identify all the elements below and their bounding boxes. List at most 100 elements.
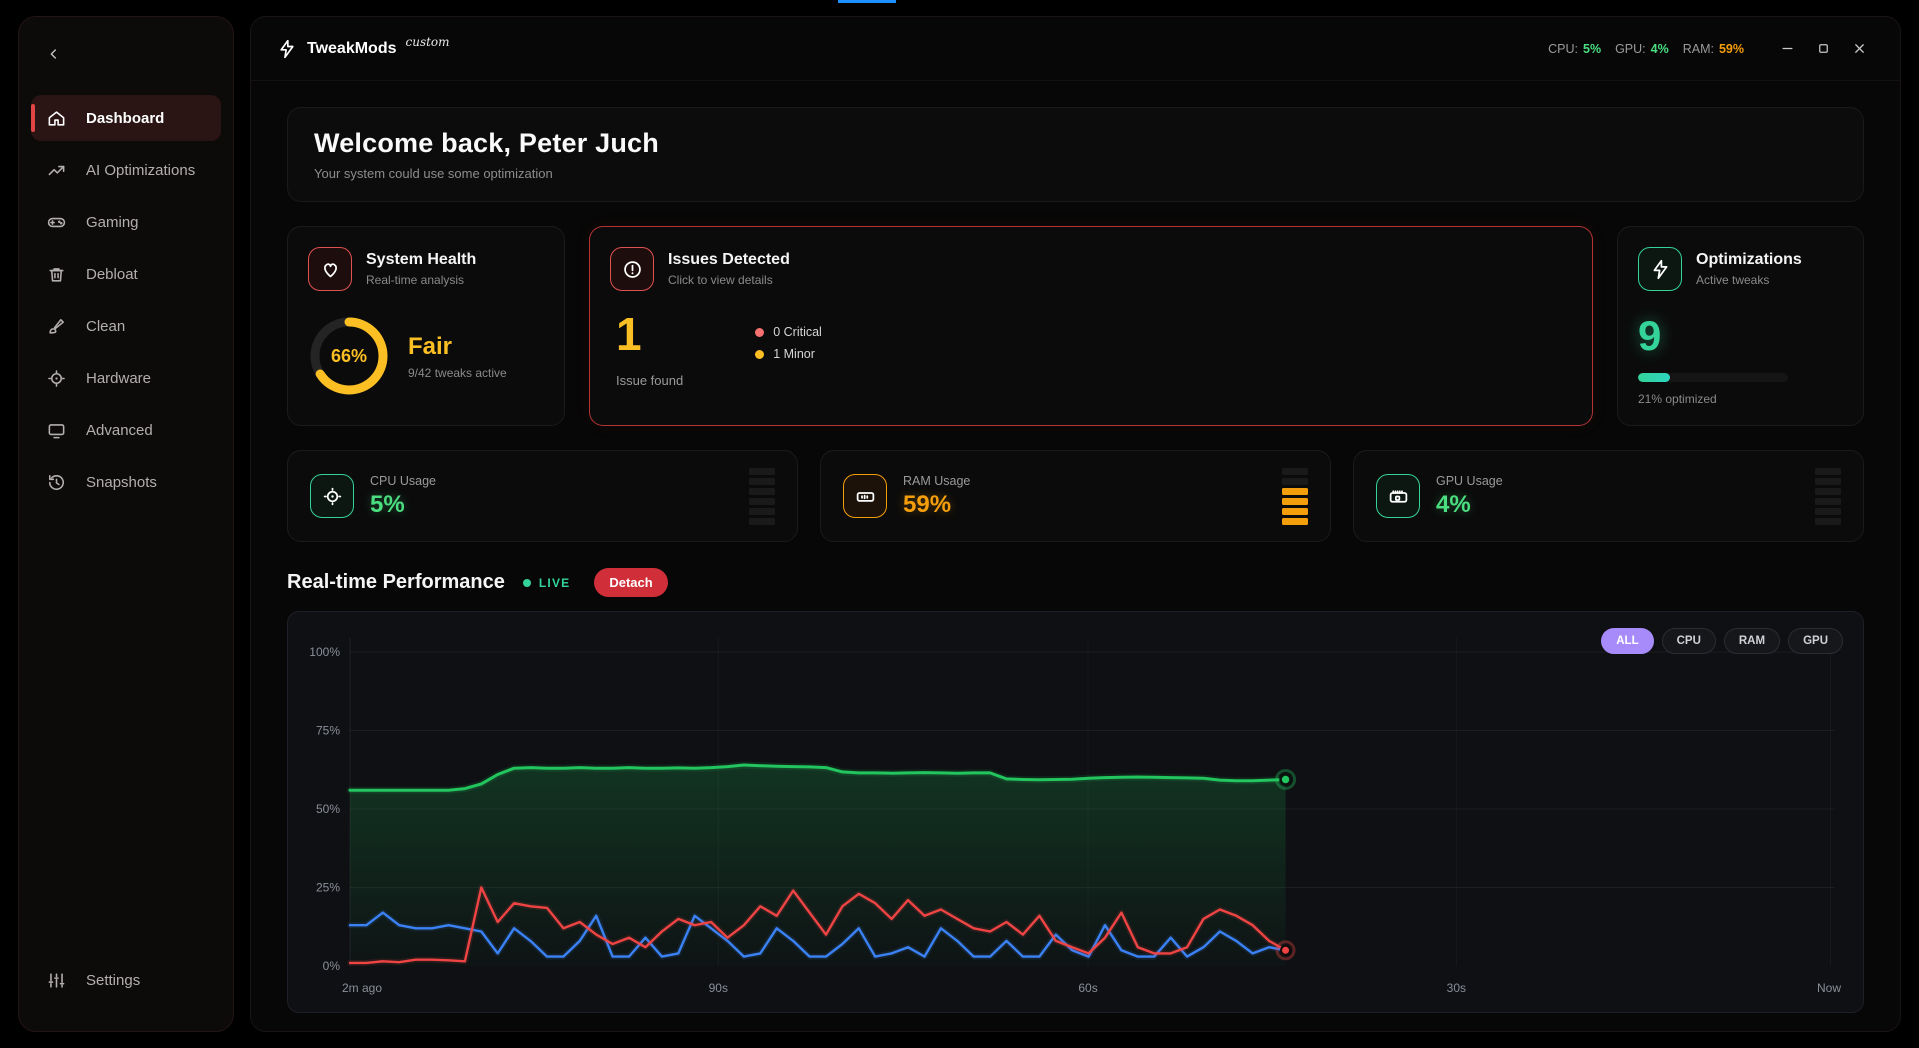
health-ring: 66% <box>308 315 390 397</box>
welcome-subtitle: Your system could use some optimization <box>314 166 553 181</box>
sidebar: Dashboard AI Optimizations Gaming Debloa… <box>18 16 234 1032</box>
issues-detected-card[interactable]: Issues Detected Click to view details 1 … <box>589 226 1593 426</box>
issues-count-label: Issue found <box>616 373 684 388</box>
svg-text:0%: 0% <box>323 959 341 973</box>
sidebar-spacer <box>31 511 221 957</box>
legend-item-1-minor: 1 Minor <box>755 347 822 361</box>
home-icon <box>47 109 66 128</box>
titlebar-right: CPU: 5% GPU: 4% RAM: 59% <box>1548 34 1874 64</box>
minimize-button[interactable] <box>1772 34 1802 64</box>
live-dot <box>522 578 531 587</box>
sidebar-item-dashboard[interactable]: Dashboard <box>31 95 221 141</box>
window-top-accent <box>838 0 896 3</box>
crosshair-icon <box>47 369 66 388</box>
legend-item-0-critical: 0 Critical <box>755 325 822 339</box>
gauge-segment <box>1815 477 1841 485</box>
sidebar-item-label: AI Optimizations <box>86 161 196 179</box>
optimizations-progress-fill <box>1638 373 1670 382</box>
gauge-segment <box>749 467 775 475</box>
sidebar-item-label: Debloat <box>86 265 138 283</box>
system-health-card: System Health Real-time analysis 66% <box>287 226 565 426</box>
svg-text:30s: 30s <box>1447 981 1466 995</box>
trending-up-icon <box>47 161 66 180</box>
main-panel: TweakMods custom CPU: 5% GPU: 4% RAM: 59% Wel… <box>250 16 1901 1032</box>
svg-text:25%: 25% <box>316 881 340 895</box>
detach-button[interactable]: Detach <box>594 568 668 597</box>
sidebar-item-debloat[interactable]: Debloat <box>31 251 221 297</box>
issues-body: 1 Issue found 0 Critical 1 Minor <box>610 311 1572 388</box>
minimize-icon <box>1780 41 1795 56</box>
chart-filter-cpu[interactable]: CPU <box>1661 628 1716 654</box>
gauge-segment <box>1815 487 1841 495</box>
health-detail: 9/42 tweaks active <box>408 365 507 380</box>
close-icon <box>1852 41 1867 56</box>
usage-label: RAM Usage <box>903 473 971 488</box>
usage-cards-row: CPU Usage 5% RAM Usage 59% GPU Usage 4% <box>287 450 1864 542</box>
sidebar-item-advanced[interactable]: Advanced <box>31 407 221 453</box>
ram-usage-card: RAM Usage 59% <box>820 450 1331 542</box>
sidebar-item-label: Gaming <box>86 213 139 231</box>
card-subtitle: Active tweaks <box>1696 273 1770 287</box>
cpu-icon <box>310 474 354 518</box>
card-header: Optimizations Active tweaks <box>1638 247 1843 291</box>
usage-gauge <box>749 467 775 525</box>
window-controls <box>1772 34 1874 64</box>
gauge-segment <box>1815 497 1841 505</box>
gauge-segment <box>1815 507 1841 515</box>
usage-gauge <box>1282 467 1308 525</box>
svg-text:60s: 60s <box>1078 981 1097 995</box>
close-button[interactable] <box>1844 34 1874 64</box>
collapse-sidebar-button[interactable] <box>37 37 71 71</box>
sidebar-item-hardware[interactable]: Hardware <box>31 355 221 401</box>
stat-gpu-: GPU: 4% <box>1615 41 1669 56</box>
optimizations-detail: 21% optimized <box>1638 392 1717 406</box>
sidebar-item-settings[interactable]: Settings <box>31 957 221 1003</box>
optimizations-count: 9 <box>1638 312 1662 359</box>
welcome-title: Welcome back, Peter Juch <box>314 128 659 158</box>
legend-label: 1 Minor <box>773 347 815 361</box>
svg-text:50%: 50% <box>316 802 340 816</box>
svg-text:100%: 100% <box>309 645 340 659</box>
alert-circle-icon <box>610 247 654 291</box>
gauge-segment <box>1282 517 1308 525</box>
usage-gauge <box>1815 467 1841 525</box>
usage-label: GPU Usage <box>1436 473 1503 488</box>
sidebar-item-gaming[interactable]: Gaming <box>31 199 221 245</box>
performance-chart-panel: ALL CPU RAM GPU 0% 25% 50% 75% 100% 2m ago 90s 60s… <box>287 611 1864 1013</box>
monitor-icon <box>47 421 66 440</box>
issues-legend: 0 Critical 1 Minor <box>755 317 822 369</box>
card-header: System Health Real-time analysis <box>308 247 544 291</box>
optimizations-progress-track <box>1638 373 1788 382</box>
performance-chart[interactable]: 0% 25% 50% 75% 100% 2m ago 90s 60s 30s Now <box>288 612 1863 1012</box>
stat-ram-: RAM: 59% <box>1682 41 1744 56</box>
sidebar-item-ai-optimizations[interactable]: AI Optimizations <box>31 147 221 193</box>
gauge-segment <box>1282 507 1308 515</box>
cpu-usage-card: CPU Usage 5% <box>287 450 798 542</box>
svg-text:75%: 75% <box>316 724 340 738</box>
health-rating: Fair <box>408 332 453 360</box>
chart-filter-all[interactable]: ALL <box>1601 628 1654 654</box>
chart-filter-gpu[interactable]: GPU <box>1788 628 1843 654</box>
legend-dot <box>755 327 765 337</box>
brush-icon <box>47 317 66 336</box>
gauge-segment <box>749 507 775 515</box>
optimizations-card: Optimizations Active tweaks 9 21% optimi… <box>1617 226 1864 426</box>
health-body: 66% Fair 9/42 tweaks active <box>308 315 544 397</box>
sidebar-item-clean[interactable]: Clean <box>31 303 221 349</box>
gauge-segment <box>749 487 775 495</box>
gpu-icon <box>1376 474 1420 518</box>
chart-filter-ram[interactable]: RAM <box>1723 628 1781 654</box>
maximize-icon <box>1816 41 1831 56</box>
maximize-button[interactable] <box>1808 34 1838 64</box>
sidebar-nav: Dashboard AI Optimizations Gaming Debloa… <box>31 95 221 511</box>
sidebar-item-snapshots[interactable]: Snapshots <box>31 459 221 505</box>
heart-icon <box>308 247 352 291</box>
performance-title: Real-time Performance <box>287 571 505 593</box>
gauge-segment <box>749 497 775 505</box>
gauge-segment <box>749 477 775 485</box>
sidebar-item-label: Settings <box>86 971 141 989</box>
legend-dot <box>755 349 765 359</box>
sidebar-item-label: Dashboard <box>86 109 165 127</box>
zap-icon <box>1638 247 1682 291</box>
content: Welcome back, Peter Juch Your system cou… <box>251 81 1900 1031</box>
